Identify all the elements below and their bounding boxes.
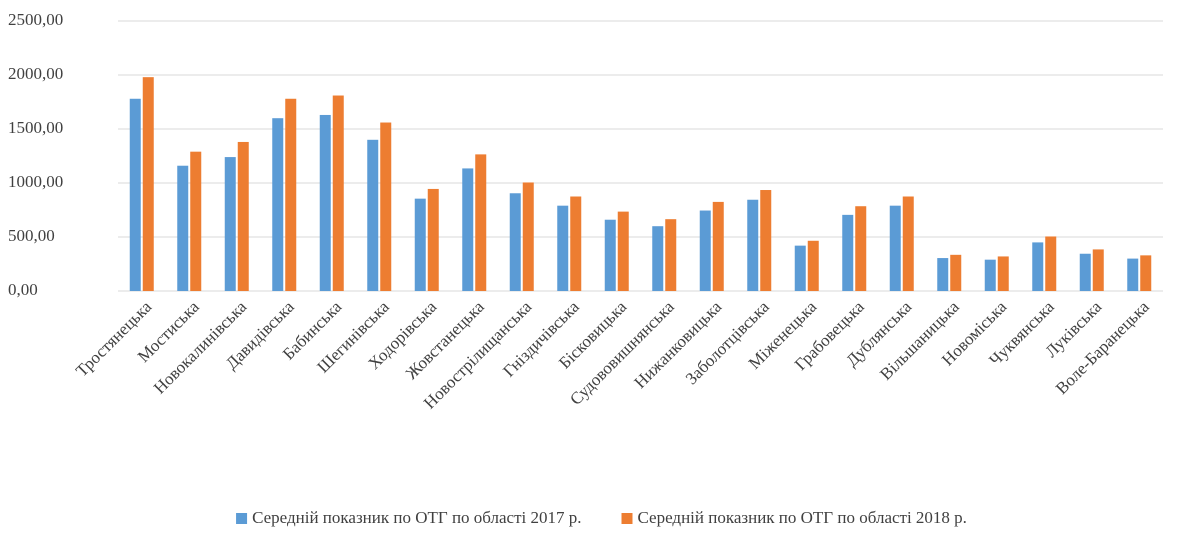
bar xyxy=(807,240,819,291)
bar xyxy=(522,182,534,291)
y-tick-label: 0,00 xyxy=(8,280,38,299)
bar xyxy=(1140,255,1152,291)
bar xyxy=(177,165,189,291)
bar xyxy=(1045,236,1057,291)
bar xyxy=(760,190,772,291)
bar xyxy=(937,258,949,291)
y-tick-label: 1000,00 xyxy=(8,172,63,191)
bar xyxy=(984,259,996,291)
bar xyxy=(617,211,629,291)
bar xyxy=(855,206,867,291)
bar xyxy=(380,122,392,292)
bar xyxy=(842,214,854,291)
y-tick-label: 1500,00 xyxy=(8,118,63,137)
bar xyxy=(190,151,202,291)
x-tick-label: Тростянецька xyxy=(72,297,156,381)
bar xyxy=(1127,258,1139,291)
bar xyxy=(1032,242,1044,291)
bar xyxy=(699,210,711,291)
bar xyxy=(570,196,582,291)
bar xyxy=(427,188,439,291)
bar xyxy=(462,168,474,291)
bar xyxy=(747,199,759,291)
bar xyxy=(665,219,677,291)
y-tick-label: 500,00 xyxy=(8,226,55,245)
bar xyxy=(950,254,962,291)
bar xyxy=(604,219,616,291)
y-tick-label: 2000,00 xyxy=(8,64,63,83)
legend-swatch xyxy=(621,513,633,524)
bar xyxy=(712,201,724,291)
bar xyxy=(475,154,487,291)
bar xyxy=(367,139,379,291)
bar xyxy=(272,118,284,291)
bar xyxy=(129,98,141,291)
legend-label: Середній показник по ОТГ по області 2017… xyxy=(252,508,581,527)
bar xyxy=(332,95,344,292)
bar xyxy=(224,157,236,291)
legend-label: Середній показник по ОТГ по області 2018… xyxy=(638,508,967,527)
bar xyxy=(889,205,901,291)
bar xyxy=(319,114,331,292)
bar xyxy=(997,256,1009,291)
bar xyxy=(902,196,914,291)
bar xyxy=(794,245,806,291)
bar xyxy=(414,198,426,291)
bar xyxy=(1079,253,1091,291)
bar xyxy=(285,98,297,291)
y-tick-label: 2500,00 xyxy=(8,10,63,29)
bar xyxy=(1092,249,1104,291)
legend-swatch xyxy=(236,513,248,524)
bar xyxy=(557,205,569,291)
bar xyxy=(652,226,664,291)
bar xyxy=(237,141,249,291)
bar xyxy=(509,193,521,291)
bar xyxy=(142,77,154,291)
x-tick-label: Заболотцівська xyxy=(682,297,773,388)
